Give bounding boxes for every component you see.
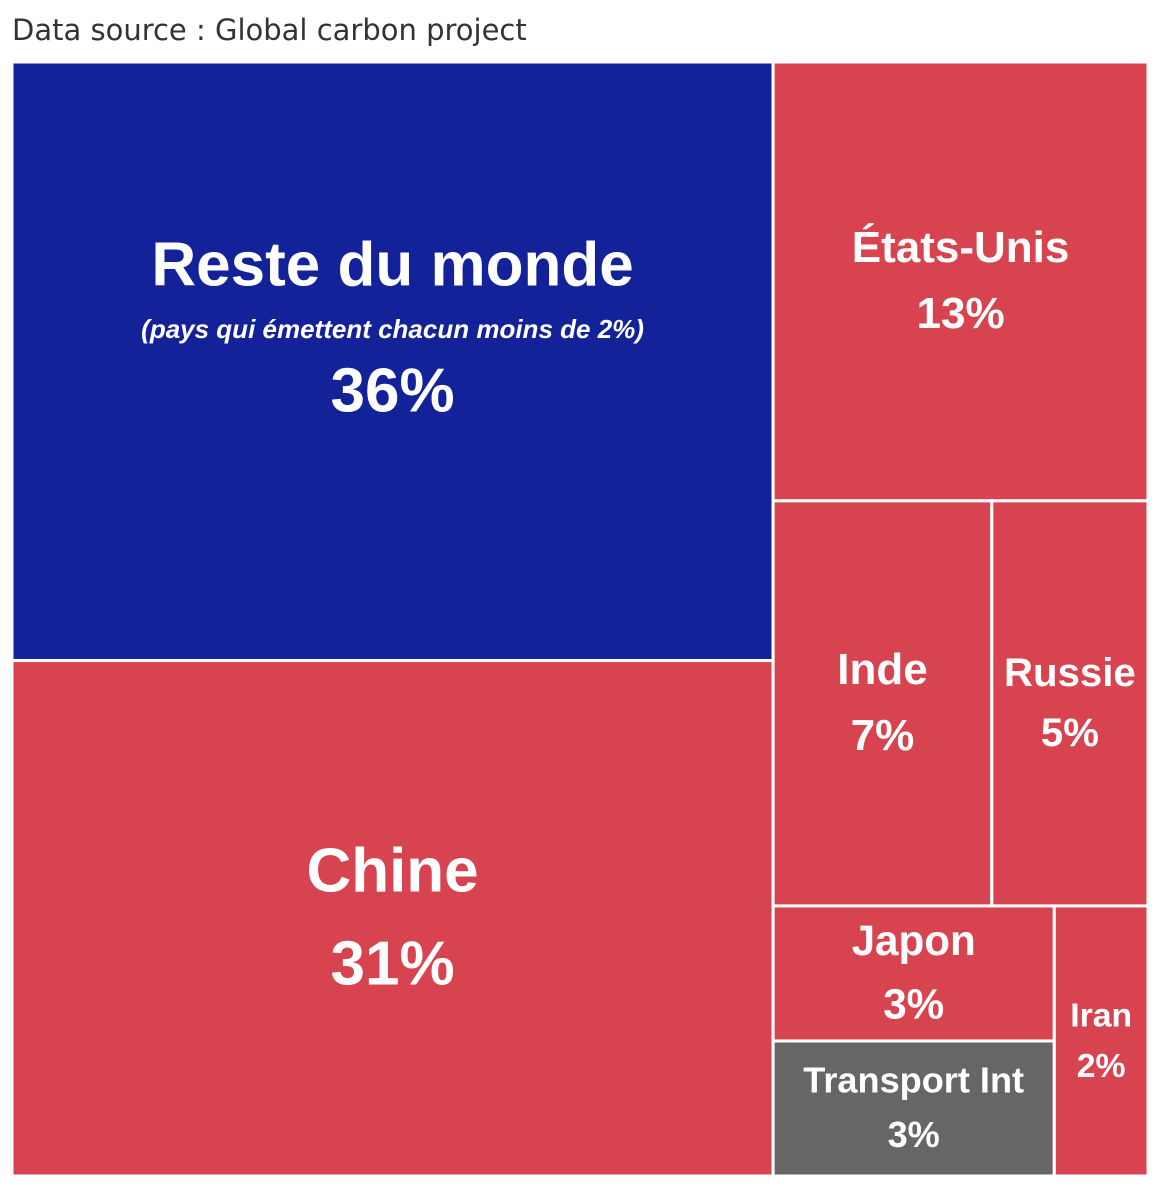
tile-label: Japon	[852, 917, 976, 964]
tile	[1052, 904, 1150, 1178]
tile-label: Iran	[1070, 996, 1132, 1034]
tile	[10, 60, 775, 663]
value-label: 5%	[1041, 710, 1099, 755]
tile	[771, 499, 994, 908]
value-label: 3%	[888, 1114, 940, 1155]
tile-label: Reste du monde	[151, 231, 633, 300]
tile-label: États-Unis	[852, 222, 1070, 272]
tile	[990, 499, 1150, 908]
tile-label: Inde	[837, 645, 927, 694]
value-label: 7%	[851, 711, 915, 760]
value-label: 36%	[331, 357, 455, 426]
tile	[771, 60, 1150, 503]
source: Data source : Global carbon project	[12, 13, 527, 47]
tile-label: Russie	[1004, 650, 1136, 695]
value-label: 13%	[917, 289, 1005, 338]
value-label: 3%	[883, 980, 944, 1027]
annotation: (pays qui émettent chacun moins de 2%)	[141, 314, 644, 344]
tile	[10, 659, 775, 1178]
value-label: 31%	[331, 929, 455, 998]
value-label: 2%	[1077, 1047, 1126, 1085]
tile	[771, 1039, 1056, 1178]
tile-label: Transport Int	[803, 1060, 1024, 1101]
tile	[771, 904, 1056, 1043]
tile-label: Chine	[306, 836, 478, 905]
